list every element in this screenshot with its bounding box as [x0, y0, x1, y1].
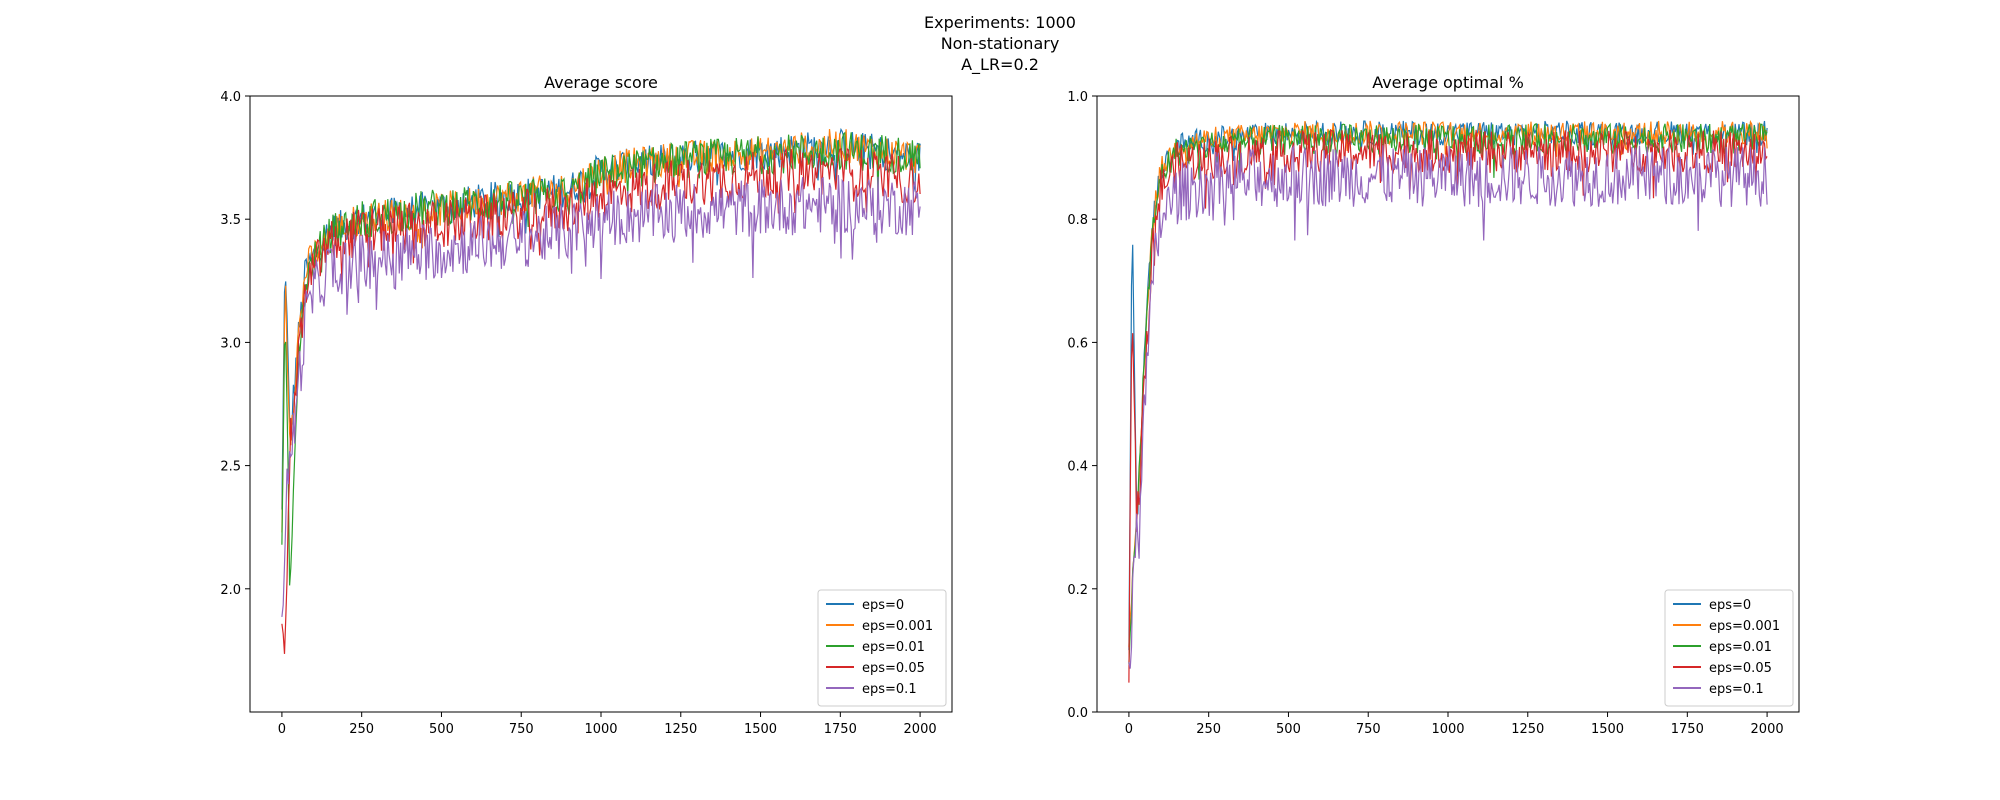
- x-tick-label: 1500: [1591, 722, 1624, 737]
- y-tick-label: 0.4: [1067, 460, 1088, 475]
- x-tick-label: 1750: [824, 722, 857, 737]
- y-tick-label: 4.0: [220, 90, 241, 105]
- x-tick-label: 1250: [1511, 722, 1544, 737]
- series-line-eps=0.001: [281, 129, 921, 533]
- y-axis: 2.0 2.5 3.0 3.5 4.0: [220, 90, 250, 598]
- y-tick-label: 0.0: [1067, 706, 1088, 721]
- x-tick-label: 1250: [664, 722, 697, 737]
- figure-title-line-3: A_LR=0.2: [961, 55, 1039, 74]
- series-line-eps=0.1: [1128, 144, 1768, 669]
- x-tick-label: 1000: [584, 722, 617, 737]
- figure-title-line-2: Non-stationary: [940, 34, 1060, 53]
- x-tick-label: 2000: [904, 722, 937, 737]
- figure-title: Experiments: 1000 Non-stationary A_LR=0.…: [0, 12, 2000, 75]
- legend-label: eps=0: [1709, 598, 1751, 613]
- x-tick-label: 2000: [1751, 722, 1784, 737]
- series-line-eps=0.01: [281, 131, 921, 586]
- legend-label: eps=0: [862, 598, 904, 613]
- legend-box: [1664, 589, 1794, 707]
- x-tick-label: 750: [509, 722, 534, 737]
- x-tick-label: 1000: [1431, 722, 1464, 737]
- y-axis: 0.0 0.2 0.4 0.6 0.8 1.0: [1067, 90, 1097, 721]
- legend-label: eps=0.001: [1709, 619, 1780, 634]
- legend-label: eps=0.01: [862, 640, 925, 655]
- x-tick-label: 750: [1356, 722, 1381, 737]
- legend-label: eps=0.01: [1709, 640, 1772, 655]
- x-tick-label: 0: [278, 722, 286, 737]
- legend-label: eps=0.001: [862, 619, 933, 634]
- chart-title-average-optimal: Average optimal %: [1372, 73, 1524, 92]
- legend-label: eps=0.1: [862, 682, 917, 697]
- chart-average-score: Average score 0 250 500 750 1000 1250 1500 1750…: [220, 73, 953, 737]
- legend: eps=0 eps=0.001 eps=0.01 eps=0.05 eps=0.1: [817, 589, 947, 707]
- y-tick-label: 2.0: [220, 583, 241, 598]
- series-lines: [281, 127, 921, 654]
- x-tick-label: 500: [1276, 722, 1301, 737]
- x-tick-label: 1750: [1671, 722, 1704, 737]
- figure-title-line-1: Experiments: 1000: [924, 13, 1076, 32]
- series-line-eps=0.05: [281, 147, 921, 654]
- x-axis: 0 250 500 750 1000 1250 1500 1750 2000: [1125, 712, 1784, 737]
- x-tick-label: 250: [1196, 722, 1221, 737]
- y-tick-label: 0.2: [1067, 583, 1088, 598]
- x-tick-label: 0: [1125, 722, 1133, 737]
- series-line-eps=0: [281, 127, 921, 510]
- series-lines: [1128, 119, 1768, 683]
- x-tick-label: 250: [349, 722, 374, 737]
- series-line-eps=0.1: [281, 175, 921, 617]
- legend-label: eps=0.05: [1709, 661, 1772, 676]
- y-tick-label: 0.6: [1067, 336, 1088, 351]
- x-axis: 0 250 500 750 1000 1250 1500 1750 2000: [278, 712, 937, 737]
- chart-average-optimal: Average optimal % 0 250 500 750 1000 1250 1500…: [1067, 73, 1800, 737]
- x-tick-label: 1500: [744, 722, 777, 737]
- y-tick-label: 1.0: [1067, 90, 1088, 105]
- legend-label: eps=0.05: [862, 661, 925, 676]
- y-tick-label: 2.5: [220, 460, 241, 475]
- legend-label: eps=0.1: [1709, 682, 1764, 697]
- y-tick-label: 3.0: [220, 336, 241, 351]
- x-tick-label: 500: [429, 722, 454, 737]
- chart-title-average-score: Average score: [544, 73, 658, 92]
- legend-box: [817, 589, 947, 707]
- y-tick-label: 0.8: [1067, 213, 1088, 228]
- series-line-eps=0.01: [1128, 122, 1768, 664]
- legend: eps=0 eps=0.001 eps=0.01 eps=0.05 eps=0.1: [1664, 589, 1794, 707]
- y-tick-label: 3.5: [220, 213, 241, 228]
